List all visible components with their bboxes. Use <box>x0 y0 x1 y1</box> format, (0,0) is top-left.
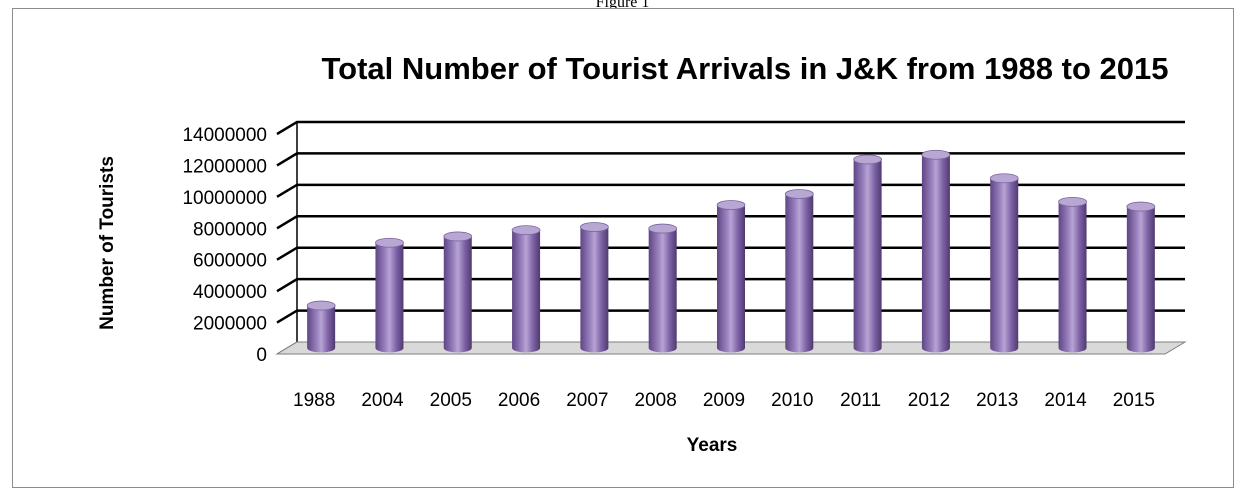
bar-body <box>648 228 677 353</box>
y-tick-label: 12000000 <box>182 156 267 177</box>
bar-body <box>375 242 404 353</box>
y-tick-label: 10000000 <box>182 188 267 209</box>
bar-body <box>443 236 472 353</box>
bar-body <box>580 227 609 353</box>
bar-top <box>921 149 951 160</box>
x-tick-label: 2012 <box>908 390 950 411</box>
x-axis-title: Years <box>687 435 738 456</box>
bar <box>716 200 746 353</box>
bar <box>1126 201 1156 353</box>
x-tick-label: 2008 <box>635 390 677 411</box>
bar-top <box>443 231 473 242</box>
bar <box>306 300 336 353</box>
bar-top <box>648 223 678 234</box>
bar-body <box>307 305 336 353</box>
bar-body <box>921 154 950 353</box>
x-tick-label: 2010 <box>771 390 813 411</box>
bar-top <box>306 300 336 311</box>
x-tick-label: 2011 <box>840 390 881 411</box>
bar-top <box>1058 196 1087 207</box>
x-tick-label: 2006 <box>498 390 540 411</box>
bar-body <box>512 230 541 353</box>
bar <box>853 154 883 353</box>
bar-body <box>717 205 745 353</box>
x-tick-label: 2015 <box>1113 390 1155 411</box>
bar-body <box>853 159 882 353</box>
x-tick-label: 2004 <box>361 390 404 411</box>
y-tick-label: 4000000 <box>193 282 267 303</box>
y-axis-title: Number of Tourists <box>97 156 118 330</box>
x-tick-label: 2007 <box>566 390 608 411</box>
x-tick-label: 2014 <box>1044 390 1087 411</box>
x-tick-label: 2005 <box>430 390 472 411</box>
y-axis-ticks: 0 2000000 4000000 6000000 8000000 10000000 120… <box>182 125 267 366</box>
bar-top <box>784 189 814 199</box>
bar <box>375 237 404 353</box>
bar <box>579 222 609 353</box>
bar-top <box>375 237 404 248</box>
x-tick-label: 2013 <box>976 390 1018 411</box>
figure-caption: Figure 1 <box>595 0 650 11</box>
bar-top <box>511 225 541 236</box>
chart-title: Total Number of Tourist Arrivals in J&K … <box>322 51 1169 86</box>
bar-body <box>1058 201 1087 353</box>
y-tick-label: 2000000 <box>193 314 267 335</box>
bar <box>443 231 473 353</box>
bar <box>648 223 678 353</box>
y-tick-label: 0 <box>256 345 267 366</box>
chart-frame: Total Number of Tourist Arrivals in J&K … <box>12 8 1234 488</box>
y-tick-label: 6000000 <box>193 251 267 272</box>
bar-chart: Total Number of Tourist Arrivals in J&K … <box>97 51 1187 456</box>
bar-top <box>989 173 1019 184</box>
x-tick-label: 2009 <box>703 390 745 411</box>
x-axis-ticks: 1988 2004 2005 2006 2007 2008 2009 2010 2011 2012… <box>293 390 1155 411</box>
y-tick-label: 8000000 <box>193 219 267 240</box>
bar-top <box>716 200 746 210</box>
y-tick-label: 14000000 <box>182 125 267 146</box>
bar-series <box>306 149 1156 353</box>
bar <box>921 149 951 353</box>
bar-top <box>1126 201 1156 212</box>
bar-top <box>853 154 883 165</box>
bar <box>511 225 541 353</box>
bar-top <box>579 222 609 232</box>
bar <box>1058 196 1087 353</box>
grid-layer <box>276 120 1185 355</box>
gridline <box>276 183 1185 198</box>
bar <box>784 189 814 353</box>
gridline <box>276 152 1185 167</box>
gridline <box>276 120 1185 136</box>
bar-body <box>1126 206 1155 353</box>
bar-body <box>990 178 1019 353</box>
x-tick-label: 1988 <box>293 390 335 411</box>
bar-body <box>785 194 814 353</box>
bar <box>989 173 1019 353</box>
